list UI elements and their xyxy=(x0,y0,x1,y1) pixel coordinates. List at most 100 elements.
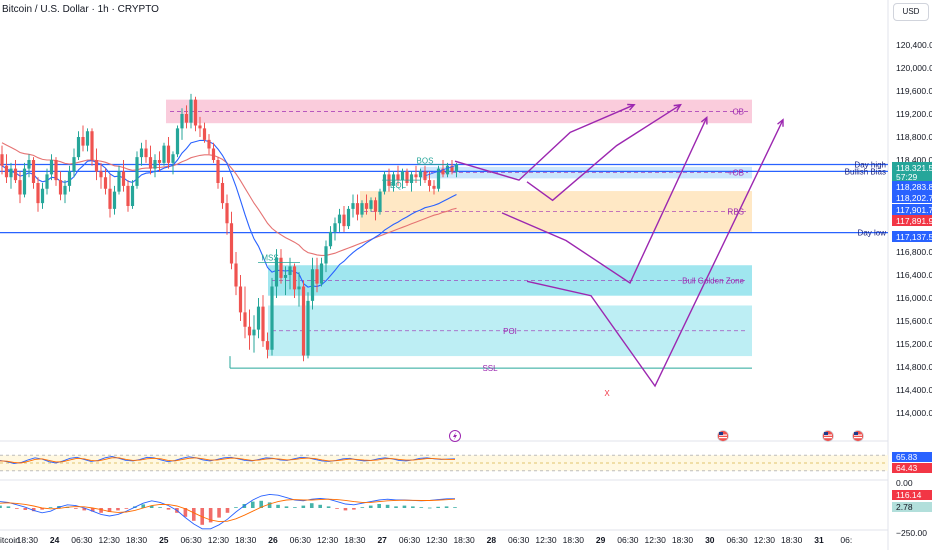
candle-body xyxy=(202,128,207,140)
candle-body xyxy=(436,168,441,189)
candle-body xyxy=(99,171,103,178)
candle-body xyxy=(175,128,180,155)
time-tick-label: 18:30 xyxy=(563,535,585,545)
price-tag-label: 57:29 xyxy=(896,172,918,182)
macd-tag-bg xyxy=(892,478,932,488)
macd-histogram-bar xyxy=(318,504,322,508)
macd-histogram-bar xyxy=(217,508,221,518)
candle-body xyxy=(364,203,369,209)
candle-body xyxy=(351,203,355,209)
candle-body xyxy=(256,306,261,330)
time-tick-label: 26 xyxy=(268,535,278,545)
price-tick-label: 116,400.00 xyxy=(896,270,932,280)
time-tick-label: itcoin xyxy=(0,535,20,545)
candle-body xyxy=(252,329,256,336)
x-marker-label: X xyxy=(604,389,610,398)
macd-histogram-bar xyxy=(0,505,2,508)
price-tick-label: 119,600.00 xyxy=(896,86,932,96)
candle-body xyxy=(324,246,328,264)
macd-tag-bg xyxy=(892,490,932,500)
projection-layer xyxy=(454,103,784,388)
macd-histogram-bar xyxy=(436,506,440,508)
price-tick-label: 118,800.00 xyxy=(896,132,932,142)
macd-histogram-bar xyxy=(208,508,213,523)
macd-axis-label: −250.00 xyxy=(896,528,927,538)
time-tick-label: 06: xyxy=(840,535,852,545)
macd-histogram-bar xyxy=(385,504,390,508)
time-tick-label: 12:30 xyxy=(317,535,339,545)
macd-histogram-bar xyxy=(124,508,129,509)
candle-body xyxy=(306,300,310,356)
ssl-label: SSL xyxy=(482,364,498,373)
projection-arrowhead xyxy=(673,103,682,112)
projection-arrowhead xyxy=(700,115,708,125)
flash-bolt xyxy=(453,432,457,440)
candle-body xyxy=(238,286,243,313)
projection-arrowhead xyxy=(627,103,636,111)
currency-selector[interactable]: USD xyxy=(893,3,929,21)
time-tick-label: 06:30 xyxy=(399,535,421,545)
price-tag-label: 117,891.99 xyxy=(896,216,932,226)
candle-body xyxy=(139,148,144,158)
candle-body xyxy=(319,263,324,284)
time-tick-label: 12:30 xyxy=(426,535,448,545)
time-tick-label: 18:30 xyxy=(235,535,257,545)
candles-layer xyxy=(0,93,459,362)
zone-label: +OB xyxy=(728,169,744,178)
us-flag-icon xyxy=(717,430,729,442)
price-axis[interactable]: 120,400.00 120,000.00 119,600.00 119,200.00… xyxy=(896,40,932,418)
projection-path xyxy=(454,104,635,181)
time-tick-label: 18:30 xyxy=(672,535,694,545)
time-tick-label: 18:30 xyxy=(781,535,803,545)
macd-histogram-bar xyxy=(343,508,348,511)
stoch-line xyxy=(0,456,456,464)
macd-histogram-bar xyxy=(15,508,19,509)
macd-histogram-bar xyxy=(149,505,154,508)
time-tick-label: 06:30 xyxy=(617,535,639,545)
candle-body xyxy=(171,154,175,163)
candle-body xyxy=(18,180,22,195)
zone-label: Bull Golden Zone xyxy=(682,276,744,285)
candle-body xyxy=(58,180,63,195)
zone-label: OB xyxy=(732,107,744,116)
trend-line xyxy=(425,165,456,176)
candle-body xyxy=(13,168,18,181)
macd-histogram-bar xyxy=(99,508,103,513)
candle-body xyxy=(198,125,202,129)
macd-line xyxy=(0,498,456,523)
candle-body xyxy=(423,171,427,181)
candle-body xyxy=(346,208,351,227)
candle-body xyxy=(81,137,85,146)
macd-histogram-bar xyxy=(234,507,238,508)
macd-histogram-bar xyxy=(259,500,264,508)
macd-histogram-bar xyxy=(411,506,415,508)
flag-stripe xyxy=(719,437,727,439)
price-tag-bg xyxy=(892,204,932,215)
zone-label: POI xyxy=(503,327,517,336)
price-tick-label: 115,600.00 xyxy=(896,316,932,326)
flag-stripe xyxy=(854,437,862,439)
candle-body xyxy=(297,286,301,290)
ema-layer xyxy=(1,139,457,288)
macd-histogram-bar xyxy=(141,504,146,508)
time-tick-label: 30 xyxy=(705,535,715,545)
candle-body xyxy=(153,160,157,169)
price-tick-label: 115,200.00 xyxy=(896,339,932,349)
price-tag-bg xyxy=(892,181,932,192)
flag-canton xyxy=(854,432,858,435)
time-tick-label: 06:30 xyxy=(726,535,748,545)
event-icons xyxy=(449,430,864,442)
price-tag-label: 117,901.74 xyxy=(896,205,932,215)
candle-body xyxy=(67,171,72,186)
candle-body xyxy=(333,223,337,232)
macd-histogram-bar xyxy=(402,505,407,508)
candle-body xyxy=(22,168,27,195)
candle-body xyxy=(76,137,81,158)
price-tag-bg xyxy=(892,192,932,203)
candle-body xyxy=(162,145,166,163)
eql-label: EQL xyxy=(390,181,407,190)
candle-body xyxy=(94,160,99,172)
candle-body xyxy=(9,168,13,178)
